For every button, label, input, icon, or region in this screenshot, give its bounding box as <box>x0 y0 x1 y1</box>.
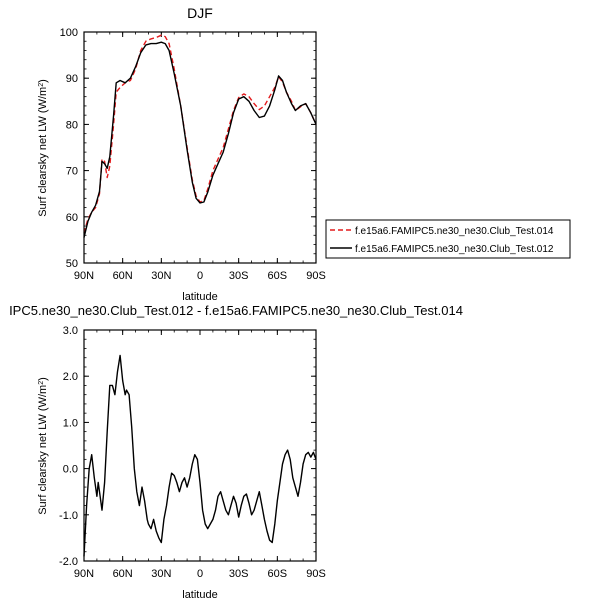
top-ticks: 90N 60N 30N 0 30S 60S 90S 50 60 70 80 90 100 <box>60 27 326 282</box>
bottom-xtick-label: 60S <box>268 568 288 580</box>
top-xtick-label: 0 <box>197 270 203 282</box>
bottom-xtick-label: 30S <box>229 568 249 580</box>
top-ytick-label: 70 <box>66 166 78 178</box>
legend: f.e15a6.FAMIPC5.ne30_ne30.Club_Test.014 … <box>325 219 571 259</box>
top-ytick-label: 50 <box>66 258 78 270</box>
top-xtick-label: 60S <box>268 270 288 282</box>
legend-label-test014: f.e15a6.FAMIPC5.ne30_ne30.Club_Test.014 <box>355 226 554 237</box>
legend-label-test012: f.e15a6.FAMIPC5.ne30_ne30.Club_Test.012 <box>355 244 554 255</box>
top-ytick-label: 80 <box>66 119 78 131</box>
bottom-ytick-label: -1.0 <box>59 510 78 522</box>
bottom-xtick-label: 90S <box>306 568 326 580</box>
bottom-xtick-label: 90N <box>74 568 94 580</box>
bottom-ytick-label: 3.0 <box>63 325 78 337</box>
top-xlabel: latitude <box>182 291 217 303</box>
top-chart-title: DJF <box>187 5 213 21</box>
top-plot-frame <box>83 31 317 264</box>
top-ytick-label: 60 <box>66 212 78 224</box>
bottom-ytick-label: 1.0 <box>63 417 78 429</box>
bottom-ytick-label: 2.0 <box>63 371 78 383</box>
bottom-xlabel: latitude <box>182 589 217 601</box>
bottom-series <box>83 354 317 557</box>
top-ylabel: Surf clearsky net LW (W/m2) <box>37 79 49 217</box>
top-ytick-label: 100 <box>60 27 78 39</box>
top-series <box>83 34 317 238</box>
top-xtick-label: 30N <box>151 270 171 282</box>
bottom-ylabel: Surf clearsky net LW (W/m2) <box>37 377 49 515</box>
bottom-xtick-label: 60N <box>113 568 133 580</box>
top-xtick-label: 60N <box>113 270 133 282</box>
bottom-ytick-label: -2.0 <box>59 556 78 568</box>
legend-box <box>325 219 571 259</box>
bottom-chart-title: IPC5.ne30_ne30.Club_Test.012 - f.e15a6.F… <box>9 303 463 318</box>
bottom-xtick-label: 0 <box>197 568 203 580</box>
top-xtick-label: 90N <box>74 270 94 282</box>
bottom-ytick-label: 0.0 <box>63 464 78 476</box>
bottom-series-line-0 <box>83 354 317 557</box>
top-xtick-label: 90S <box>306 270 326 282</box>
panel-top: DJF 90N 60N 30N 0 30S 60S 90S 50 60 70 80 90 100 lat… <box>37 5 326 303</box>
bottom-plot-frame <box>83 329 317 562</box>
panel-bottom: IPC5.ne30_ne30.Club_Test.012 - f.e15a6.F… <box>9 303 463 601</box>
top-series-line-1 <box>83 41 317 238</box>
bottom-xtick-label: 30N <box>151 568 171 580</box>
top-ytick-label: 90 <box>66 73 78 85</box>
top-xtick-label: 30S <box>229 270 249 282</box>
